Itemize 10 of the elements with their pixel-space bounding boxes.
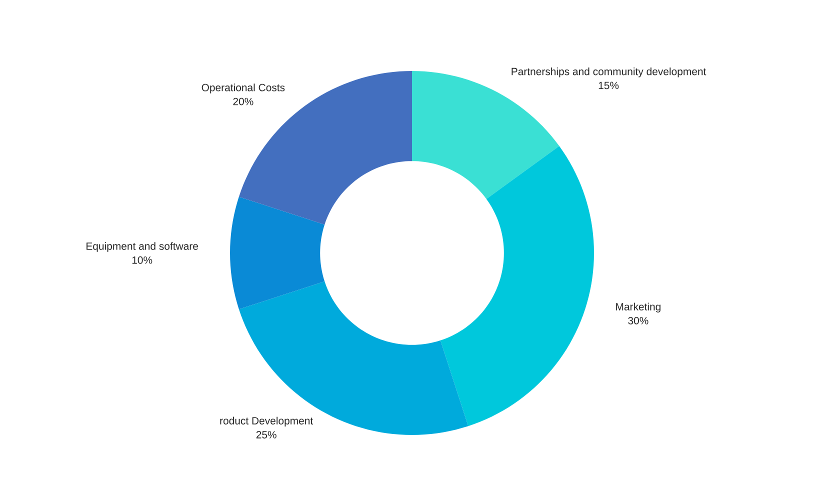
data-label: 30% [628, 316, 648, 324]
data-label: 15% [598, 82, 619, 90]
data-label: 25% [256, 431, 276, 438]
slice-label: Partnerships and community development [512, 68, 706, 78]
data-label: 20% [233, 98, 254, 106]
slice-label: Marketing [616, 302, 660, 312]
slice-label: Equipment and software [86, 242, 198, 252]
slice-label: roduct Development [220, 416, 314, 427]
slice-label: Operational Costs [202, 84, 285, 94]
data-label: 10% [132, 256, 152, 264]
